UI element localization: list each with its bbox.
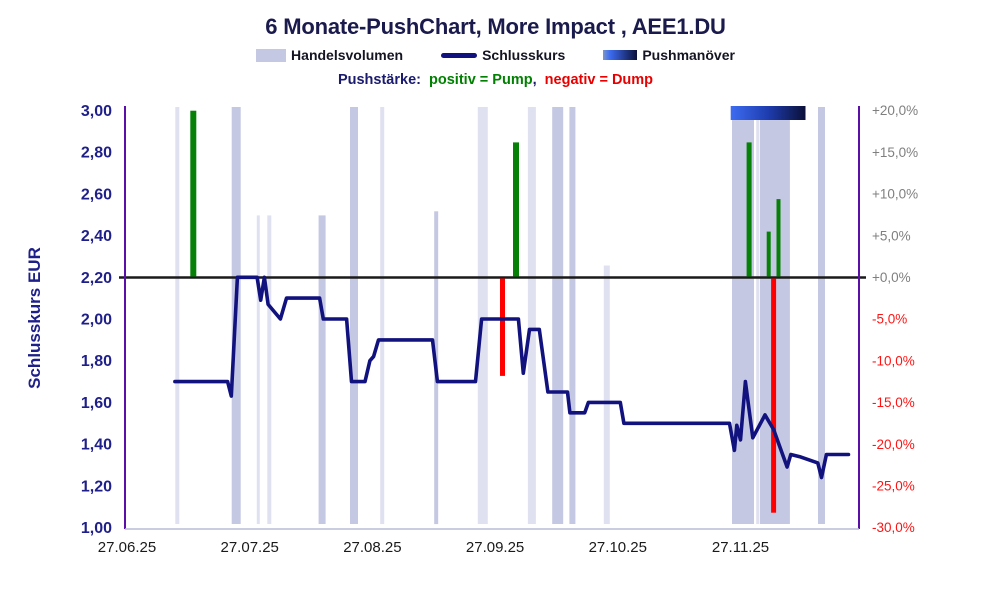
legend-label-pushmanoever: Pushmanöver (642, 47, 735, 63)
x-tick-label: 27.09.25 (466, 539, 524, 556)
volume-bar (569, 107, 576, 524)
x-tick-label: 27.08.25 (343, 539, 401, 556)
y-tick-label-right: +20,0% (872, 103, 918, 118)
volume-bar (527, 107, 536, 524)
y-tick-label-left: 2,60 (81, 186, 112, 203)
y-tick-label-left: 1,80 (81, 353, 112, 370)
volume-bar (756, 107, 760, 524)
y-tick-label-right: -25,0% (872, 479, 915, 494)
legend-item-schlusskurs: Schlusskurs (441, 47, 565, 63)
legend-label-handelsvolumen: Handelsvolumen (291, 47, 404, 63)
x-tick-label: 27.11.25 (712, 539, 769, 556)
volume-bar (256, 215, 260, 524)
y-tick-label-left: 1,00 (81, 520, 112, 537)
x-tick-label: 27.10.25 (589, 539, 647, 556)
dump-bar (500, 278, 505, 376)
y-tick-label-right: +0,0% (872, 270, 911, 285)
volume-swatch-icon (256, 48, 287, 62)
y-tick-label-right: +15,0% (872, 145, 918, 160)
chart-title: 6 Monate-PushChart, More Impact , AEE1.D… (265, 14, 726, 39)
close-line (173, 275, 851, 480)
y-tick-label-right: -20,0% (872, 437, 915, 452)
y-tick-label-left: 1,60 (81, 395, 112, 412)
subtitle-dump: negativ = Dump (544, 72, 654, 88)
volume-bar (267, 215, 272, 524)
y-tick-label-left: 2,20 (81, 270, 112, 287)
y-tick-label-left: 2,00 (81, 312, 112, 329)
volume-bar (318, 215, 326, 524)
subtitle-prefix: Pushstärke: (337, 72, 421, 88)
volume-bar (380, 107, 385, 524)
y-tick-label-right: -5,0% (872, 312, 907, 327)
pump-bar (766, 231, 771, 277)
y-tick-label-right: -15,0% (872, 395, 915, 410)
y-tick-label-right: -30,0% (872, 520, 915, 535)
y-tick-label-right: +10,0% (872, 187, 918, 202)
volume-bar (818, 107, 825, 524)
x-tick-label: 27.06.25 (98, 539, 156, 556)
y-tick-label-right: -10,0% (872, 353, 915, 368)
pump-bar (746, 142, 752, 277)
y-tick-label-left: 1,20 (81, 478, 112, 495)
push-gradient-swatch-icon (603, 50, 638, 60)
legend-item-handelsvolumen: Handelsvolumen (256, 47, 403, 63)
chart-legend: Handelsvolumen Schlusskurs Pushmanöver (0, 47, 991, 63)
y-tick-label-left: 1,40 (81, 437, 112, 454)
volume-bar (603, 265, 610, 524)
y-tick-label-right: +5,0% (872, 228, 911, 243)
y-tick-label-left: 2,40 (81, 228, 112, 245)
pump-bar (513, 142, 519, 277)
dump-bar (771, 278, 777, 513)
subtitle-separator: , (532, 72, 537, 88)
volume-bar (552, 107, 564, 524)
legend-item-pushmanoever: Pushmanöver (603, 47, 735, 63)
volume-bar (350, 107, 358, 524)
line-swatch-icon (441, 52, 478, 58)
y-axis-title: Schlusskurs EUR (25, 247, 44, 389)
y-tick-label-left: 3,00 (81, 103, 112, 120)
volume-bar (175, 107, 180, 524)
x-tick-label: 27.07.25 (221, 539, 279, 556)
pump-bar (776, 199, 781, 277)
push-strength-subtitle: Pushstärke: positiv = Pump, negativ = Du… (0, 72, 991, 88)
push-period-bar (730, 106, 806, 120)
volume-bar (477, 107, 488, 524)
y-tick-label-left: 2,80 (81, 145, 112, 162)
pump-bar (190, 110, 197, 277)
subtitle-pump: positiv = Pump (429, 72, 533, 88)
legend-label-schlusskurs: Schlusskurs (482, 47, 566, 63)
